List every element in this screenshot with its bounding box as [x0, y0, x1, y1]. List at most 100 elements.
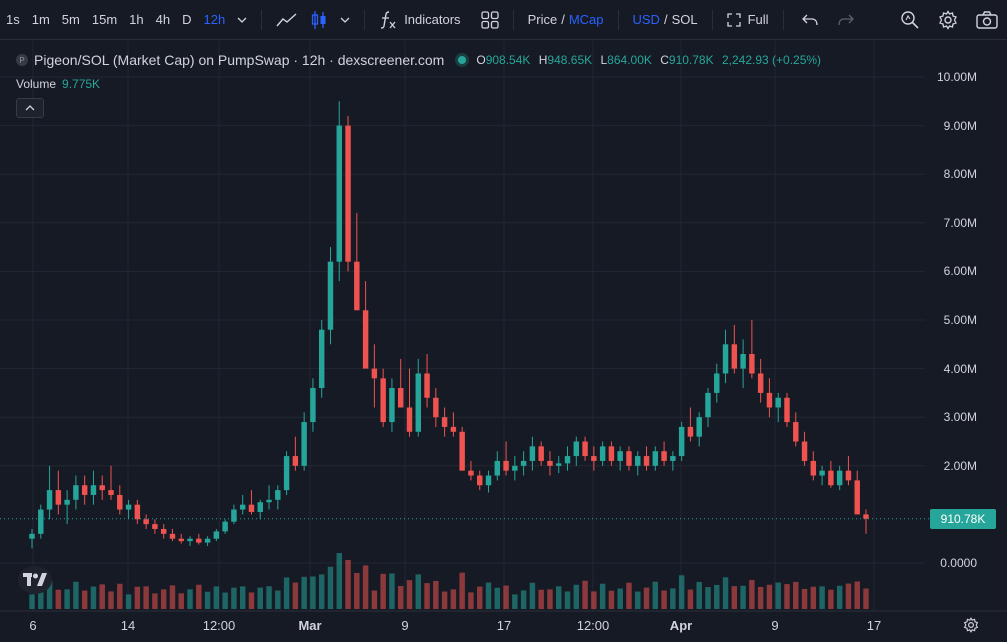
candle[interactable] [433, 388, 439, 427]
timeframe-1m[interactable]: 1m [31, 12, 50, 27]
candle[interactable] [336, 101, 342, 282]
candle[interactable] [749, 320, 755, 379]
settings-button[interactable] [929, 0, 967, 40]
collapse-legend-button[interactable] [16, 98, 44, 118]
axis-settings-button[interactable] [963, 617, 979, 638]
candle[interactable] [652, 446, 659, 471]
layouts-button[interactable] [475, 0, 505, 40]
candle[interactable] [55, 470, 62, 515]
candlestick-chart[interactable] [0, 41, 1007, 642]
timeframe-dropdown-button[interactable] [231, 0, 253, 40]
candle[interactable] [64, 490, 70, 525]
candle[interactable] [520, 451, 527, 476]
indicators-button[interactable]: Indicators [373, 0, 466, 40]
currency-toggle[interactable]: USD / SOL [627, 0, 704, 40]
candle[interactable] [117, 485, 123, 515]
candle[interactable] [362, 281, 369, 369]
candle[interactable] [231, 504, 237, 525]
candle[interactable] [90, 470, 97, 505]
candle[interactable] [222, 519, 228, 534]
candle[interactable] [661, 441, 667, 466]
candle[interactable] [239, 494, 246, 515]
chart-area[interactable]: P Pigeon/SOL (Market Cap) on PumpSwap · … [0, 41, 1007, 642]
candle[interactable] [178, 533, 184, 544]
candle[interactable] [143, 514, 149, 529]
candle[interactable] [477, 470, 483, 491]
candle[interactable] [468, 460, 474, 481]
candle[interactable] [705, 388, 711, 427]
candle[interactable] [635, 451, 641, 476]
candle[interactable] [714, 363, 720, 403]
price-option[interactable]: Price [527, 12, 558, 27]
candle[interactable] [125, 499, 132, 520]
candle[interactable] [819, 465, 825, 486]
candle[interactable] [213, 528, 220, 542]
candle[interactable] [257, 499, 263, 520]
candle[interactable] [556, 456, 562, 474]
candle[interactable] [591, 446, 597, 471]
candle[interactable] [389, 378, 395, 432]
candle[interactable] [503, 441, 509, 476]
snapshot-button[interactable] [967, 0, 1007, 40]
candle[interactable] [248, 490, 255, 515]
candle[interactable] [301, 412, 307, 471]
candle[interactable] [810, 451, 817, 481]
timeframe-5m[interactable]: 5m [61, 12, 80, 27]
candle[interactable] [187, 536, 193, 546]
chart-type-dropdown-button[interactable] [334, 0, 356, 40]
candle[interactable] [766, 378, 773, 418]
candle[interactable] [564, 446, 571, 471]
candle[interactable] [371, 344, 378, 408]
candle[interactable] [626, 446, 632, 471]
candle[interactable] [292, 436, 299, 471]
candle[interactable] [485, 470, 492, 493]
candle[interactable] [643, 446, 650, 471]
candle[interactable] [801, 431, 808, 466]
candle[interactable] [406, 368, 413, 437]
candle[interactable] [740, 339, 746, 389]
candle[interactable] [836, 465, 843, 491]
candle[interactable] [327, 247, 334, 345]
candle[interactable] [494, 451, 501, 481]
candle[interactable] [608, 441, 615, 466]
candle[interactable] [775, 392, 781, 423]
candle[interactable] [160, 524, 167, 539]
timeframe-12h[interactable]: 12h [203, 12, 226, 27]
candle[interactable] [81, 475, 88, 505]
candle[interactable] [169, 528, 176, 542]
candle[interactable] [46, 465, 53, 520]
candle[interactable] [310, 378, 316, 432]
candle[interactable] [722, 329, 729, 384]
timeframe-15m[interactable]: 15m [91, 12, 118, 27]
candle[interactable] [863, 509, 869, 534]
candle[interactable] [318, 320, 325, 398]
candle[interactable] [73, 475, 79, 510]
candle[interactable] [415, 358, 421, 437]
sol-option[interactable]: SOL [671, 12, 698, 27]
candle[interactable] [266, 485, 272, 510]
candle[interactable] [283, 451, 290, 495]
candle[interactable] [757, 358, 764, 403]
candles-chart-button[interactable] [304, 0, 334, 40]
price-mcap-toggle[interactable]: Price / MCap [522, 0, 610, 40]
candle[interactable] [450, 412, 457, 437]
candle[interactable] [345, 115, 351, 272]
candle[interactable] [599, 441, 606, 466]
candle[interactable] [204, 536, 211, 546]
candle[interactable] [529, 436, 536, 471]
candle[interactable] [196, 533, 202, 545]
candle[interactable] [99, 475, 105, 500]
candle[interactable] [152, 519, 158, 534]
candle[interactable] [275, 485, 281, 510]
candle[interactable] [134, 499, 141, 525]
fullscreen-button[interactable]: Full [721, 0, 775, 40]
quick-search-button[interactable] [891, 0, 929, 40]
candle[interactable] [547, 451, 553, 476]
tradingview-logo[interactable] [18, 566, 52, 594]
timeframe-1h[interactable]: 1h [129, 12, 144, 27]
candle[interactable] [582, 436, 588, 461]
candle[interactable] [617, 446, 623, 471]
candle[interactable] [424, 354, 430, 408]
candle[interactable] [29, 528, 35, 549]
candle[interactable] [459, 426, 465, 471]
